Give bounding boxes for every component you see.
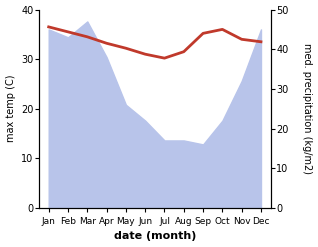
Y-axis label: med. precipitation (kg/m2): med. precipitation (kg/m2) [302,43,313,174]
Y-axis label: max temp (C): max temp (C) [5,75,16,143]
X-axis label: date (month): date (month) [114,231,196,242]
